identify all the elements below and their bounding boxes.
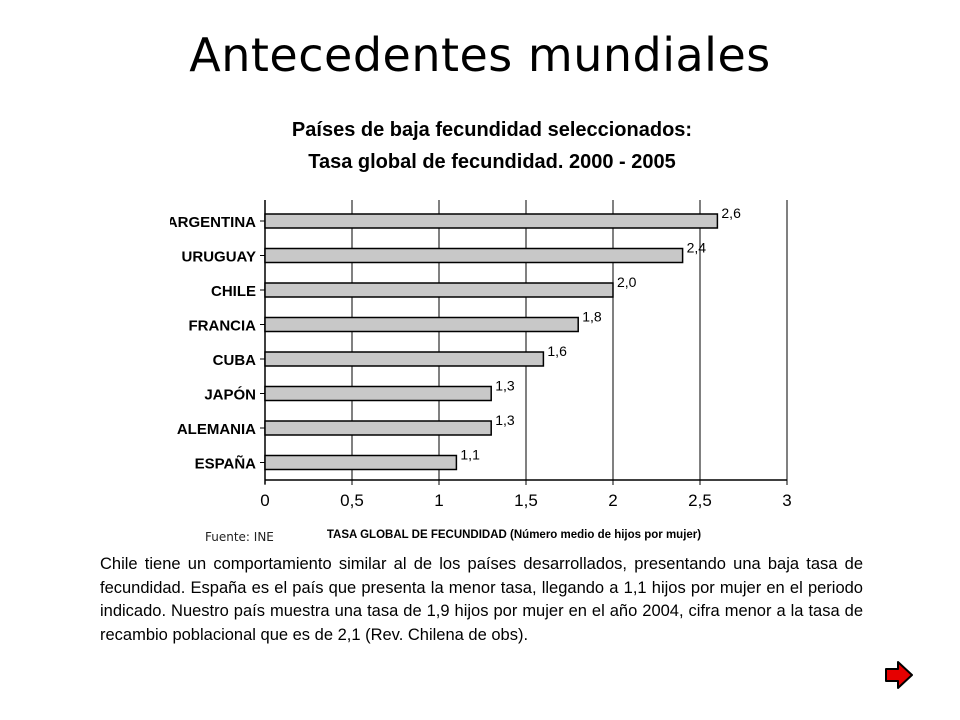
bar [264,282,614,298]
value-label: 1,6 [547,343,567,359]
x-axis-label: TASA GLOBAL DE FECUNDIDAD (Número medio … [327,529,701,541]
category-label: CHILE [211,283,256,300]
value-label: 2,6 [721,205,741,221]
category-label: CUBA [213,352,256,369]
x-tick-label: 1,5 [514,491,538,510]
x-tick-label: 0 [260,491,269,510]
next-arrow-icon[interactable] [884,660,914,690]
bar [264,351,545,367]
fertility-bar-chart: Países de baja fecundidad seleccionados:… [170,119,792,541]
x-tick-label: 0,5 [340,491,364,510]
slide-title: Antecedentes mundiales [189,28,771,82]
x-tick-label: 1 [434,491,443,510]
value-label: 1,3 [495,378,515,394]
value-label: 2,0 [617,274,637,290]
bar [264,316,579,333]
bar [264,454,458,471]
x-tick-label: 2 [608,491,617,510]
category-label: ESPAÑA [195,455,257,473]
value-label: 1,1 [460,447,480,463]
body-paragraph: Chile tiene un comportamiento similar al… [100,555,863,644]
value-label: 1,3 [495,412,515,428]
chart-title: Países de baja fecundidad seleccionados: [292,119,692,141]
category-label: JAPÓN [204,386,256,404]
chart-subtitle: Tasa global de fecundidad. 2000 - 2005 [308,151,676,173]
source-note: Fuente: INE [205,530,274,544]
bar [264,213,719,229]
x-tick-label: 2,5 [688,491,712,510]
value-label: 1,8 [582,309,602,325]
bar [264,420,492,436]
category-label: ALEMANIA [177,421,256,438]
category-label: URUGUAY [182,249,256,266]
category-label: ARGENTINA [170,214,256,231]
x-tick-label: 3 [782,491,791,510]
value-label: 2,4 [687,240,707,256]
category-label: FRANCIA [189,318,257,335]
bar [264,385,492,402]
bar [264,247,684,264]
